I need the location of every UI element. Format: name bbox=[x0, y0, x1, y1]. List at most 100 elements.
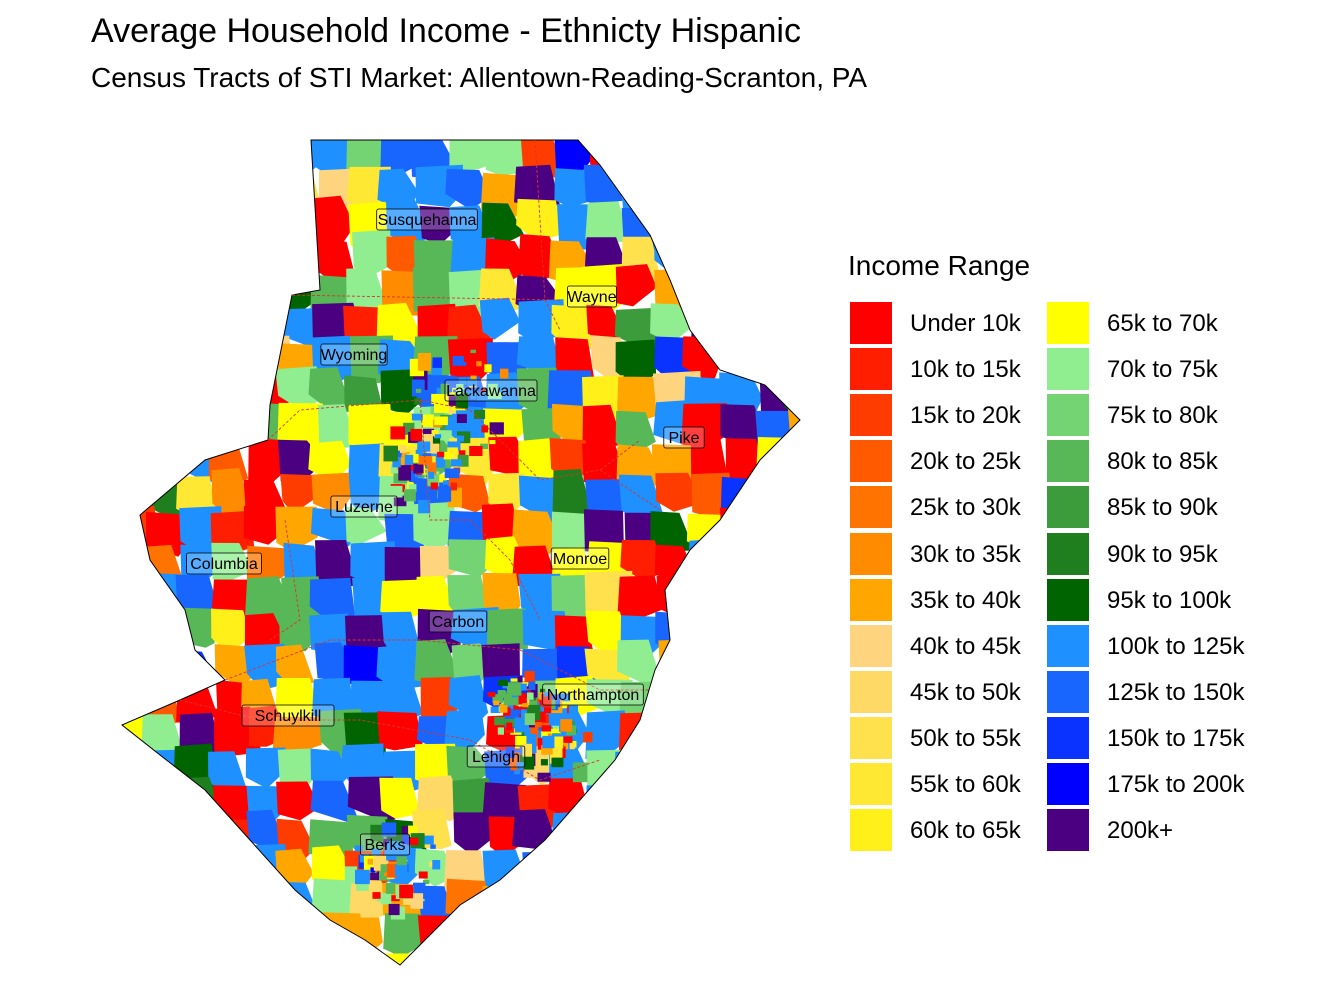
census-tract bbox=[144, 615, 192, 661]
census-tract bbox=[367, 858, 373, 865]
census-tract bbox=[615, 339, 657, 389]
census-tract bbox=[623, 817, 667, 861]
census-tract bbox=[516, 198, 563, 242]
census-tract bbox=[399, 884, 413, 899]
census-tract bbox=[371, 848, 381, 858]
legend-label: 55k to 60k bbox=[910, 771, 1021, 798]
census-tract bbox=[144, 335, 184, 383]
census-tract bbox=[430, 844, 436, 849]
census-tract bbox=[755, 679, 795, 724]
legend-item: Under 10k bbox=[848, 302, 1058, 344]
census-tract bbox=[449, 140, 494, 174]
census-tract bbox=[242, 948, 284, 965]
legend-swatch bbox=[1047, 809, 1089, 852]
census-tract bbox=[485, 140, 526, 176]
county-label-box bbox=[550, 547, 610, 570]
county-label-pike: Pike bbox=[663, 426, 705, 449]
county-label-northampton: Northampton bbox=[542, 683, 644, 706]
census-tract bbox=[789, 740, 800, 791]
legend-title: Income Range bbox=[848, 250, 1031, 281]
census-tract bbox=[246, 545, 286, 587]
legend-item: 30k to 35k bbox=[848, 532, 1058, 575]
census-tract bbox=[411, 379, 425, 397]
census-tract bbox=[250, 206, 290, 253]
census-tract bbox=[447, 447, 458, 454]
legend-label: 90k to 95k bbox=[1107, 540, 1218, 568]
census-tract bbox=[497, 383, 512, 393]
map-subtitle: Census Tracts of STI Market: Allentown-R… bbox=[91, 62, 868, 93]
census-tract bbox=[275, 678, 320, 724]
census-tract bbox=[684, 578, 731, 622]
census-tract bbox=[546, 883, 593, 924]
census-tract bbox=[467, 377, 477, 387]
census-tract bbox=[392, 456, 401, 468]
census-tract bbox=[476, 361, 482, 367]
census-tract bbox=[486, 608, 528, 651]
legend-swatch bbox=[850, 716, 892, 759]
census-tract bbox=[430, 482, 438, 490]
census-tract bbox=[572, 762, 588, 783]
census-tract bbox=[122, 747, 155, 796]
county-label-box bbox=[320, 343, 388, 366]
census-tract bbox=[562, 736, 573, 743]
census-tract bbox=[753, 781, 796, 823]
census-tract bbox=[284, 950, 323, 965]
county-name: Wyoming bbox=[321, 347, 388, 364]
county-name: Schuylkill bbox=[255, 708, 322, 725]
census-tract bbox=[370, 871, 382, 881]
legend-swatch bbox=[1047, 486, 1089, 529]
census-tract bbox=[551, 811, 596, 855]
county-label-box bbox=[567, 285, 617, 308]
census-tract bbox=[512, 809, 556, 849]
census-tract bbox=[506, 722, 513, 731]
census-tract bbox=[588, 885, 634, 931]
census-tract bbox=[443, 451, 453, 460]
census-tract bbox=[493, 700, 500, 706]
census-tract bbox=[380, 579, 426, 622]
legend-label: 20k to 25k bbox=[910, 448, 1021, 476]
census-tract bbox=[494, 716, 506, 726]
census-tract bbox=[489, 422, 504, 435]
census-tract bbox=[727, 748, 774, 794]
census-tract bbox=[177, 375, 220, 422]
census-tract bbox=[148, 947, 195, 965]
census-tract bbox=[432, 860, 441, 870]
census-tract bbox=[617, 878, 658, 925]
census-tract bbox=[784, 198, 800, 240]
census-tract bbox=[177, 140, 223, 178]
legend-label: 40k to 45k bbox=[910, 632, 1021, 660]
county-label-lehigh: Lehigh bbox=[466, 745, 526, 768]
census-tract bbox=[308, 367, 352, 412]
census-tract bbox=[497, 727, 504, 735]
census-tract bbox=[250, 920, 296, 965]
census-tract bbox=[722, 140, 763, 173]
legend-label: 25k to 30k bbox=[910, 494, 1021, 522]
census-tract bbox=[544, 707, 552, 714]
census-tract bbox=[418, 499, 431, 514]
census-tract bbox=[427, 462, 437, 475]
census-tract bbox=[122, 203, 150, 243]
census-tract bbox=[726, 239, 768, 288]
census-tract bbox=[355, 869, 370, 885]
census-tract bbox=[540, 759, 548, 766]
county-name: Monroe bbox=[553, 551, 607, 568]
census-tract bbox=[551, 757, 564, 768]
census-tract bbox=[651, 140, 699, 173]
census-tract bbox=[407, 837, 419, 845]
census-tract bbox=[794, 435, 800, 481]
census-tract bbox=[240, 173, 287, 220]
census-tract bbox=[372, 892, 381, 899]
census-tract bbox=[141, 645, 187, 687]
legend-label: 125k to 150k bbox=[1107, 678, 1245, 706]
census-tract bbox=[789, 781, 800, 826]
census-tract bbox=[553, 947, 601, 965]
census-tract bbox=[688, 674, 736, 714]
census-tract bbox=[614, 751, 655, 799]
census-tract bbox=[684, 849, 733, 894]
census-tract bbox=[717, 711, 760, 754]
county-label-monroe: Monroe bbox=[550, 547, 610, 570]
census-tract bbox=[122, 168, 148, 214]
census-tract bbox=[342, 952, 387, 965]
census-tract bbox=[615, 264, 657, 307]
legend-swatch bbox=[850, 578, 892, 621]
